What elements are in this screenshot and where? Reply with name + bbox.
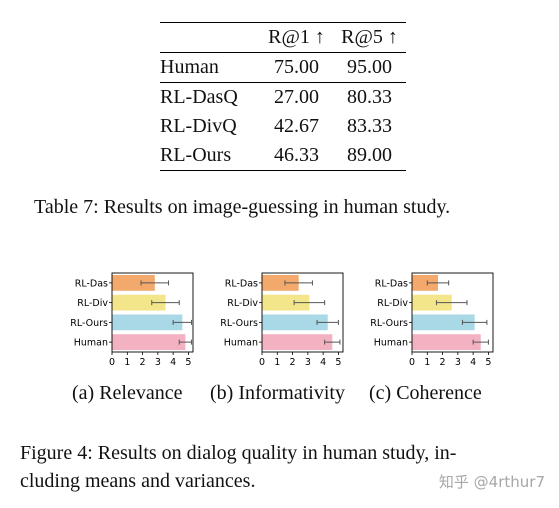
x-tick-label: 4 bbox=[470, 357, 476, 368]
x-tick-label: 2 bbox=[440, 357, 446, 368]
plot-frame bbox=[111, 272, 194, 353]
x-tick-label: 5 bbox=[335, 357, 341, 368]
category-label: Human bbox=[224, 338, 258, 349]
x-tick-label: 2 bbox=[290, 357, 296, 368]
table-cell-value: 27.00 bbox=[273, 86, 319, 108]
bar bbox=[412, 314, 475, 331]
table-row: RL-DivQ 42.67 83.33 bbox=[160, 112, 406, 141]
table-cell-value: 75.00 bbox=[273, 56, 319, 78]
x-tick-label: 3 bbox=[305, 357, 311, 368]
x-tick-label: 0 bbox=[259, 357, 265, 368]
table-cell-value: 46.33 bbox=[273, 144, 319, 166]
table-cell-method: RL-DivQ bbox=[160, 115, 237, 137]
bar bbox=[262, 294, 310, 311]
category-label: RL-Div bbox=[227, 298, 258, 309]
bar bbox=[112, 294, 166, 311]
category-label: Human bbox=[374, 338, 408, 349]
watermark: 知乎 @4rthur7 bbox=[438, 473, 545, 491]
category-label: RL-Ours bbox=[220, 318, 258, 329]
table-header-cell: R@5 ↑ bbox=[341, 26, 398, 48]
x-tick-label: 2 bbox=[140, 357, 146, 368]
x-tick-label: 0 bbox=[109, 357, 115, 368]
bar bbox=[262, 274, 299, 291]
bar bbox=[112, 334, 186, 351]
results-table-container: R@1 ↑ R@5 ↑ Human 75.00 95.00 RL-DasQ 27… bbox=[160, 22, 406, 171]
category-label: RL-Das bbox=[75, 278, 108, 289]
table-caption: Table 7: Results on image-guessing in hu… bbox=[34, 196, 451, 218]
category-label: RL-Das bbox=[225, 278, 258, 289]
category-label: RL-Ours bbox=[370, 318, 408, 329]
figure-caption-line1: Figure 4: Results on dialog quality in h… bbox=[20, 442, 457, 464]
x-tick-label: 0 bbox=[409, 357, 415, 368]
plot-frame bbox=[261, 272, 344, 353]
x-tick-label: 1 bbox=[424, 357, 430, 368]
subcaption-relevance: (a) Relevance bbox=[72, 382, 183, 404]
figure-caption-line2: cluding means and variances. bbox=[20, 470, 256, 492]
subcaption-coherence: (c) Coherence bbox=[369, 382, 482, 404]
table-cell-value: 42.67 bbox=[273, 115, 319, 137]
plot-frame bbox=[411, 272, 494, 353]
table-header-cell bbox=[160, 23, 260, 53]
x-tick-label: 1 bbox=[124, 357, 130, 368]
bar bbox=[112, 274, 155, 291]
x-tick-label: 5 bbox=[485, 357, 491, 368]
subcaption-informativity: (b) Informativity bbox=[210, 382, 345, 404]
x-tick-label: 3 bbox=[155, 357, 161, 368]
table-row: RL-Ours 46.33 89.00 bbox=[160, 141, 406, 171]
category-label: RL-Div bbox=[377, 298, 408, 309]
table-cell-value: 95.00 bbox=[346, 56, 392, 78]
category-label: RL-Div bbox=[77, 298, 108, 309]
bar bbox=[412, 274, 438, 291]
table-cell-value: 83.33 bbox=[346, 115, 392, 137]
bar bbox=[262, 314, 328, 331]
results-table: R@1 ↑ R@5 ↑ Human 75.00 95.00 RL-DasQ 27… bbox=[160, 22, 406, 171]
bar bbox=[412, 294, 452, 311]
table-header-row: R@1 ↑ R@5 ↑ bbox=[160, 22, 406, 53]
table-cell-method: RL-Ours bbox=[160, 144, 232, 166]
category-label: Human bbox=[74, 338, 108, 349]
category-label: RL-Ours bbox=[70, 318, 108, 329]
x-tick-label: 1 bbox=[274, 357, 280, 368]
bar bbox=[262, 334, 333, 351]
chart-coherence: RL-Das RL-Div RL-Ours Human 0 1 2 3 4 5 bbox=[358, 262, 528, 372]
x-tick-label: 4 bbox=[170, 357, 176, 368]
table-cell-method: RL-DasQ bbox=[160, 86, 238, 108]
table-row: RL-DasQ 27.00 80.33 bbox=[160, 82, 406, 113]
x-tick-label: 3 bbox=[455, 357, 461, 368]
table-cell-value: 80.33 bbox=[346, 86, 392, 108]
x-tick-label: 4 bbox=[320, 357, 326, 368]
table-row: Human 75.00 95.00 bbox=[160, 52, 406, 83]
chart-informativity: RL-Das RL-Div RL-Ours Human 0 1 2 3 4 5 bbox=[208, 262, 378, 372]
table-cell-method: Human bbox=[160, 56, 219, 78]
category-label: RL-Das bbox=[375, 278, 408, 289]
chart-relevance: RL-Das RL-Div RL-Ours Human 0 1 2 3 4 5 bbox=[58, 262, 228, 372]
bar bbox=[412, 334, 481, 351]
bar bbox=[112, 314, 183, 331]
table-header-cell: R@1 ↑ bbox=[268, 26, 325, 48]
table-cell-value: 89.00 bbox=[346, 144, 392, 166]
x-tick-label: 5 bbox=[185, 357, 191, 368]
